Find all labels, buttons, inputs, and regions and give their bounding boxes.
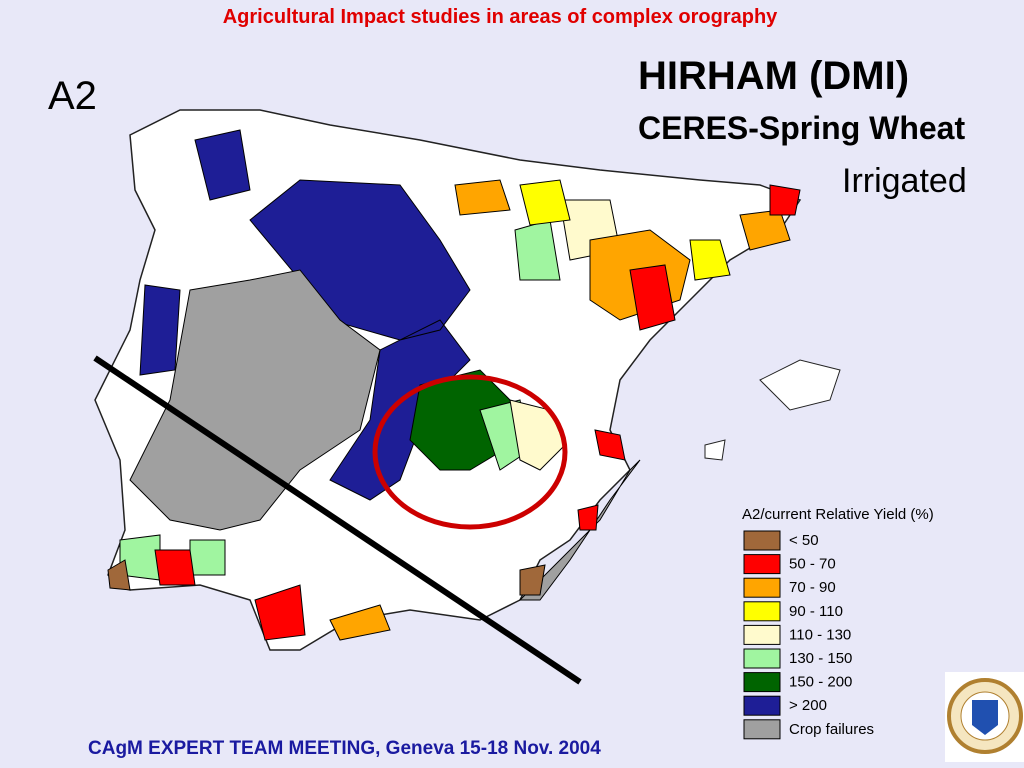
island xyxy=(704,359,841,461)
region-red xyxy=(154,184,801,641)
legend-swatch xyxy=(743,601,781,622)
condition: Irrigated xyxy=(842,162,967,200)
legend-swatch xyxy=(743,624,781,645)
legend-label: 150 - 200 xyxy=(789,674,852,691)
legend-swatch xyxy=(743,719,781,740)
subtitle: CERES-Spring Wheat xyxy=(638,110,966,146)
footer: CAgM EXPERT TEAM MEETING, Geneva 15-18 N… xyxy=(88,738,601,759)
legend-label: 90 - 110 xyxy=(789,603,843,620)
legend-swatch xyxy=(743,577,781,598)
legend-title: A2/current Relative Yield (%) xyxy=(742,506,934,523)
legend-swatch xyxy=(743,648,781,669)
header: Agricultural Impact studies in areas of … xyxy=(222,6,778,28)
legend-swatch xyxy=(743,695,781,716)
region-yellow xyxy=(519,179,731,281)
legend: A2/current Relative Yield (%) < 50 50 - 7… xyxy=(742,506,934,740)
logo xyxy=(945,672,1024,762)
legend-label: < 50 xyxy=(789,532,819,549)
legend-label: Crop failures xyxy=(789,721,874,738)
legend-label: 50 - 70 xyxy=(789,556,836,573)
region-orange xyxy=(329,179,791,641)
legend-label: 110 - 130 xyxy=(789,626,851,643)
title: HIRHAM (DMI) xyxy=(638,54,910,98)
legend-swatch xyxy=(743,672,781,693)
scenario: A2 xyxy=(48,74,97,118)
legend-label: 130 - 150 xyxy=(789,650,852,667)
legend-label: > 200 xyxy=(789,697,827,714)
legend-swatch xyxy=(743,530,781,551)
region-brown xyxy=(107,559,546,596)
highlight-circle xyxy=(372,374,568,530)
divider-line xyxy=(93,355,582,685)
region-gray xyxy=(129,269,641,601)
region-blue xyxy=(139,129,471,501)
legend-swatch xyxy=(743,554,781,575)
legend-label: 70 - 90 xyxy=(789,579,836,596)
